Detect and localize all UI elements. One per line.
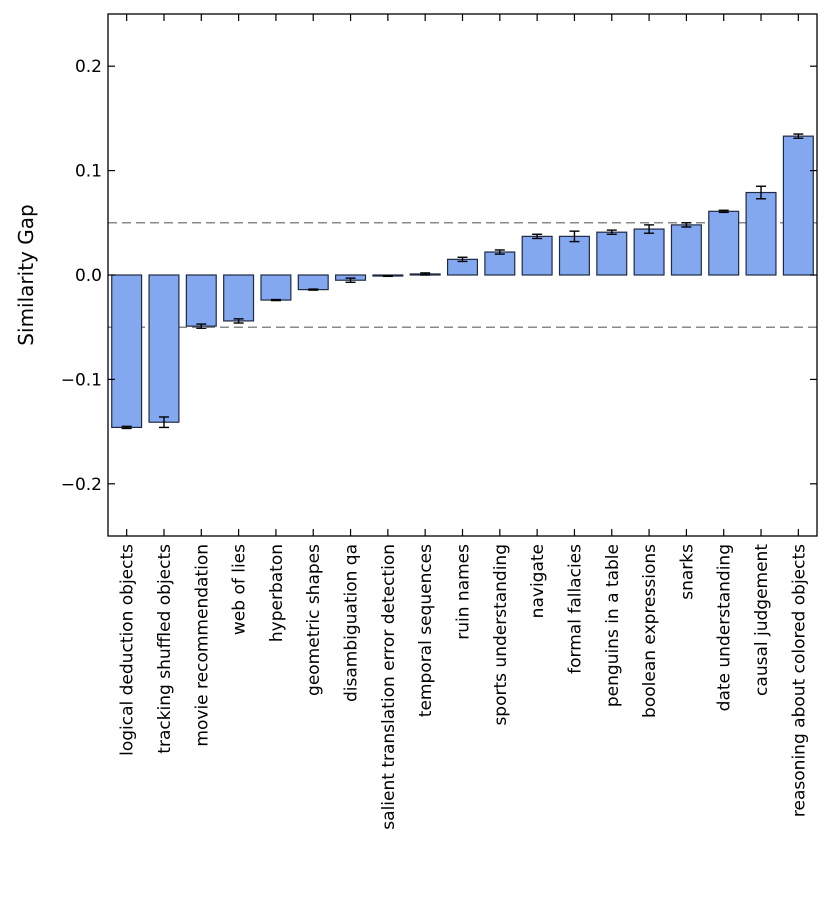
- x-tick-label: tracking shuffled objects: [155, 544, 175, 754]
- x-tick-label: web of lies: [230, 544, 250, 635]
- reference-lines: [108, 222, 817, 328]
- x-tick-label: sports understanding: [491, 544, 511, 726]
- x-tick-label: snarks: [677, 544, 697, 600]
- x-tick-label: causal judgement: [752, 544, 772, 696]
- bar: [745, 191, 777, 276]
- error-bar: [345, 277, 356, 284]
- error-bar: [718, 209, 729, 214]
- bar: [670, 224, 702, 276]
- x-tick-label: ruin names: [454, 544, 474, 640]
- bar: [111, 274, 143, 429]
- x-tick-label: navigate: [528, 544, 548, 618]
- x-tick-label: reasoning about colored objects: [789, 544, 809, 817]
- bar: [484, 251, 516, 276]
- x-axis-ticks: logical deduction objects tracking shuffl…: [118, 14, 809, 830]
- bar: [260, 274, 292, 301]
- bar: [782, 135, 814, 276]
- x-tick-label: boolean expressions: [640, 544, 660, 718]
- y-tick-label: 0.2: [75, 57, 102, 77]
- x-tick-label: logical deduction objects: [118, 544, 138, 756]
- bars-group: [111, 135, 814, 429]
- bar: [521, 235, 553, 276]
- error-bar: [196, 323, 207, 329]
- error-bar: [420, 272, 431, 276]
- error-bar: [532, 233, 543, 240]
- error-bar: [756, 185, 767, 200]
- y-tick-label: 0.0: [75, 266, 102, 286]
- bar: [223, 274, 255, 322]
- y-tick-label: −0.2: [61, 475, 102, 495]
- error-bar: [606, 229, 617, 235]
- bar: [297, 274, 329, 291]
- x-tick-label: salient translation error detection: [379, 544, 399, 830]
- x-tick-label: formal fallacies: [565, 544, 585, 674]
- error-bar: [270, 298, 281, 302]
- x-tick-label: geometric shapes: [304, 544, 324, 696]
- error-bar: [457, 256, 468, 263]
- error-bar: [793, 133, 804, 139]
- y-axis-label: Similarity Gap: [14, 204, 38, 345]
- x-tick-label: hyperbaton: [267, 544, 287, 642]
- bar: [185, 274, 217, 327]
- error-bar: [569, 230, 580, 243]
- x-tick-label: movie recommendation: [192, 544, 212, 747]
- bar: [708, 210, 740, 276]
- bar: [148, 274, 180, 423]
- error-bar: [382, 275, 393, 278]
- bar: [596, 231, 628, 276]
- x-tick-label: date understanding: [715, 544, 735, 711]
- y-tick-label: 0.1: [75, 162, 102, 182]
- error-bar: [494, 249, 505, 255]
- error-bars-group: [121, 133, 804, 430]
- y-axis-ticks: −0.2 −0.1 0.0 0.1 0.2: [61, 57, 817, 495]
- error-bar: [681, 222, 692, 228]
- x-tick-label: disambiguation qa: [342, 544, 362, 702]
- error-bar: [308, 288, 319, 291]
- error-bar: [644, 224, 655, 234]
- error-bar: [158, 416, 169, 429]
- x-tick-label: temporal sequences: [416, 544, 436, 717]
- y-tick-label: −0.1: [61, 370, 102, 390]
- error-bar: [233, 318, 244, 324]
- x-tick-label: penguins in a table: [603, 544, 623, 707]
- error-bar: [121, 425, 132, 430]
- bar: [633, 228, 665, 276]
